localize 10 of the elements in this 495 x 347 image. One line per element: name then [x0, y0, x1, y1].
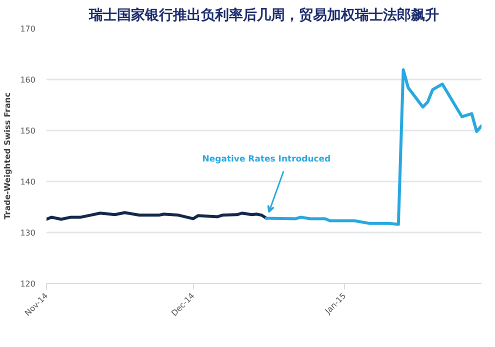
y-tick-label: 140: [20, 178, 36, 186]
y-tick-label: 150: [20, 126, 36, 136]
y-tick-label: 120: [20, 280, 36, 288]
chart-title: 瑞士国家银行推出负利率后几周，贸易加权瑞士法郎飙升: [88, 6, 439, 24]
annotation: Negative Rates Introduced: [202, 154, 331, 165]
y-tick-label: 170: [20, 24, 36, 34]
y-tick-label: 130: [20, 228, 36, 238]
y-axis-title: Trade-Weighted Swiss Franc: [3, 92, 12, 220]
line-series: [46, 211, 268, 221]
y-tick-label: 160: [20, 76, 36, 84]
